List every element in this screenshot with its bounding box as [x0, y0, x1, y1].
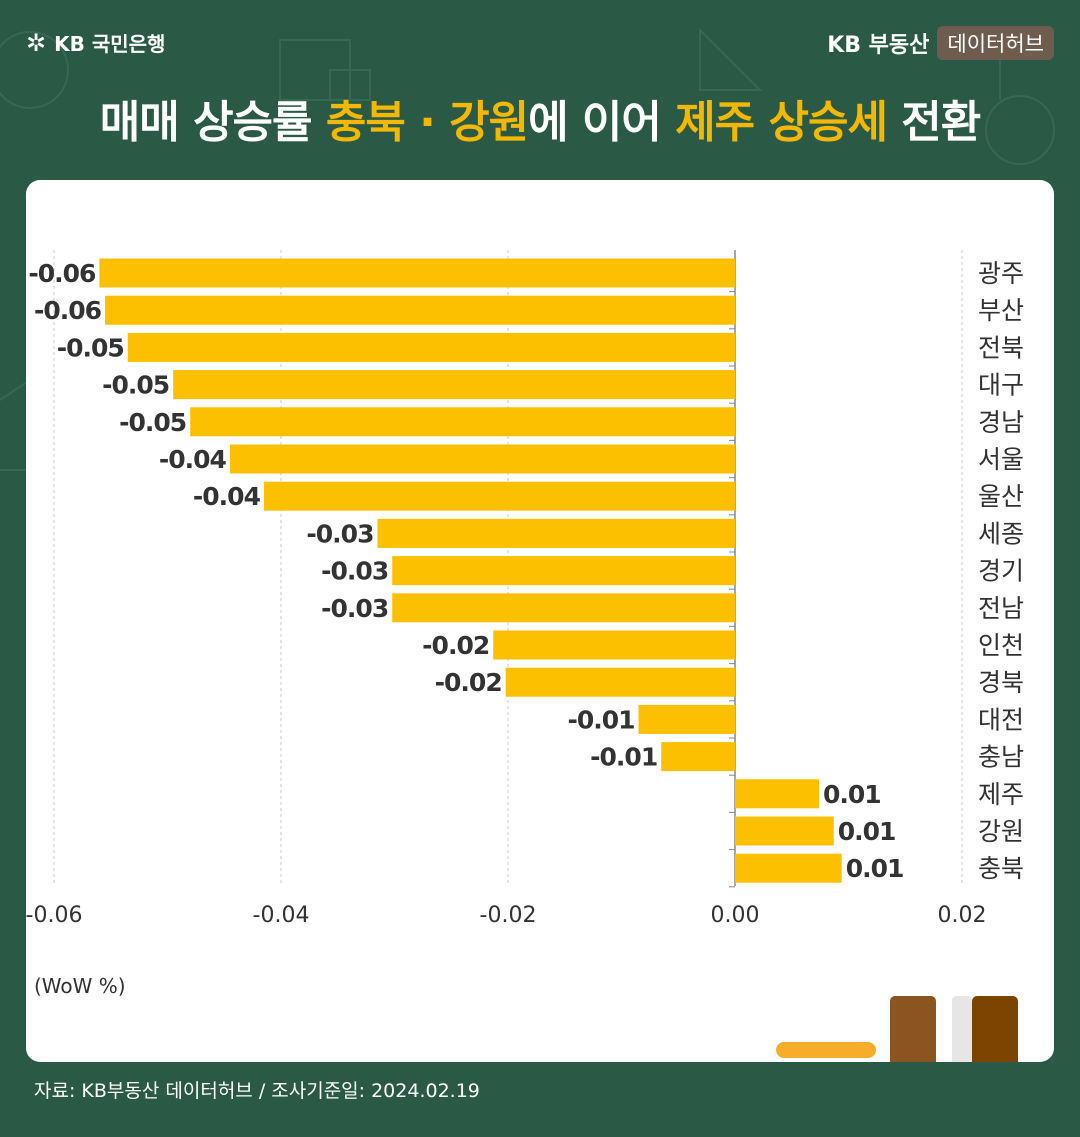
category-label: 전남 — [978, 594, 1024, 623]
bar — [735, 779, 819, 809]
category-label: 제주 — [978, 780, 1024, 809]
category-label: 서울 — [978, 445, 1024, 474]
x-tick-label: -0.06 — [26, 903, 83, 928]
category-label: 세종 — [978, 519, 1024, 548]
category-label: 충북 — [978, 854, 1024, 883]
kb-bank-logo: ✲ KB 국민은행 — [26, 28, 165, 57]
title-highlight-2: 제주 상승세 — [675, 97, 888, 148]
category-label: 경북 — [978, 668, 1024, 697]
data-label: -0.05 — [119, 408, 186, 437]
bar — [377, 518, 735, 548]
x-tick-label: 0.00 — [711, 903, 760, 928]
bar — [392, 593, 735, 623]
x-tick-label: 0.02 — [938, 903, 987, 928]
bar — [99, 258, 735, 288]
bar — [173, 370, 736, 400]
title-part-1: 매매 상승률 — [99, 97, 326, 148]
data-label: -0.03 — [321, 557, 388, 586]
bar — [493, 630, 735, 660]
category-label: 전북 — [978, 333, 1024, 362]
decor-book-2 — [952, 996, 972, 1062]
x-tick-label: -0.02 — [480, 903, 537, 928]
decor-book-1 — [890, 996, 936, 1062]
x-tick-label: -0.04 — [253, 903, 310, 928]
category-label: 경기 — [978, 557, 1024, 586]
data-label: -0.01 — [567, 705, 634, 734]
data-label: 0.01 — [846, 854, 904, 883]
bank-logo-text: KB 국민은행 — [54, 32, 166, 56]
category-label: 강원 — [978, 817, 1024, 846]
data-label: -0.06 — [34, 296, 102, 325]
bar — [735, 853, 842, 883]
data-label: -0.03 — [306, 519, 373, 548]
category-label: 경남 — [978, 408, 1024, 437]
source-footer: 자료: KB부동산 데이터허브 / 조사기준일: 2024.02.19 — [34, 1080, 480, 1102]
title-part-2: 에 이어 — [528, 97, 676, 148]
category-label: 부산 — [978, 296, 1024, 325]
category-label: 대전 — [978, 705, 1024, 734]
title-part-3: 전환 — [886, 97, 981, 148]
bar — [229, 444, 736, 474]
bar — [127, 332, 735, 362]
data-label: -0.05 — [57, 333, 124, 362]
decor-pencil — [776, 1042, 876, 1058]
bar — [505, 667, 735, 697]
data-label: -0.03 — [321, 594, 388, 623]
data-label: 0.01 — [838, 817, 896, 846]
data-label: -0.06 — [28, 259, 96, 288]
data-label: -0.05 — [102, 371, 169, 400]
category-label: 광주 — [978, 259, 1024, 288]
data-label: 0.01 — [823, 780, 881, 809]
data-label: -0.02 — [435, 668, 502, 697]
brand-name: KB 부동산 — [827, 33, 930, 58]
data-label: -0.04 — [159, 445, 227, 474]
brand-tag: 데이터허브 — [937, 26, 1054, 60]
unit-label: (WoW %) — [34, 974, 126, 998]
kb-star-icon: ✲ — [26, 28, 47, 57]
decor-book-3 — [972, 996, 1018, 1062]
data-label: -0.02 — [422, 631, 489, 660]
bar — [190, 407, 735, 437]
title-highlight-1: 충북 · 강원 — [325, 97, 529, 148]
category-label: 인천 — [978, 631, 1024, 660]
page-title: 매매 상승률 충북 · 강원에 이어 제주 상승세 전환 — [0, 86, 1080, 150]
bar — [263, 481, 735, 511]
kb-realestate-logo: KB 부동산 데이터허브 — [827, 26, 1054, 60]
bar — [105, 295, 735, 325]
bar — [392, 556, 735, 586]
data-label: -0.01 — [590, 743, 657, 772]
category-label: 대구 — [978, 371, 1024, 400]
category-label: 울산 — [978, 482, 1024, 511]
category-label: 충남 — [978, 743, 1024, 772]
bar — [735, 816, 834, 846]
bar — [661, 742, 735, 772]
data-label: -0.04 — [193, 482, 261, 511]
bar — [638, 704, 735, 734]
